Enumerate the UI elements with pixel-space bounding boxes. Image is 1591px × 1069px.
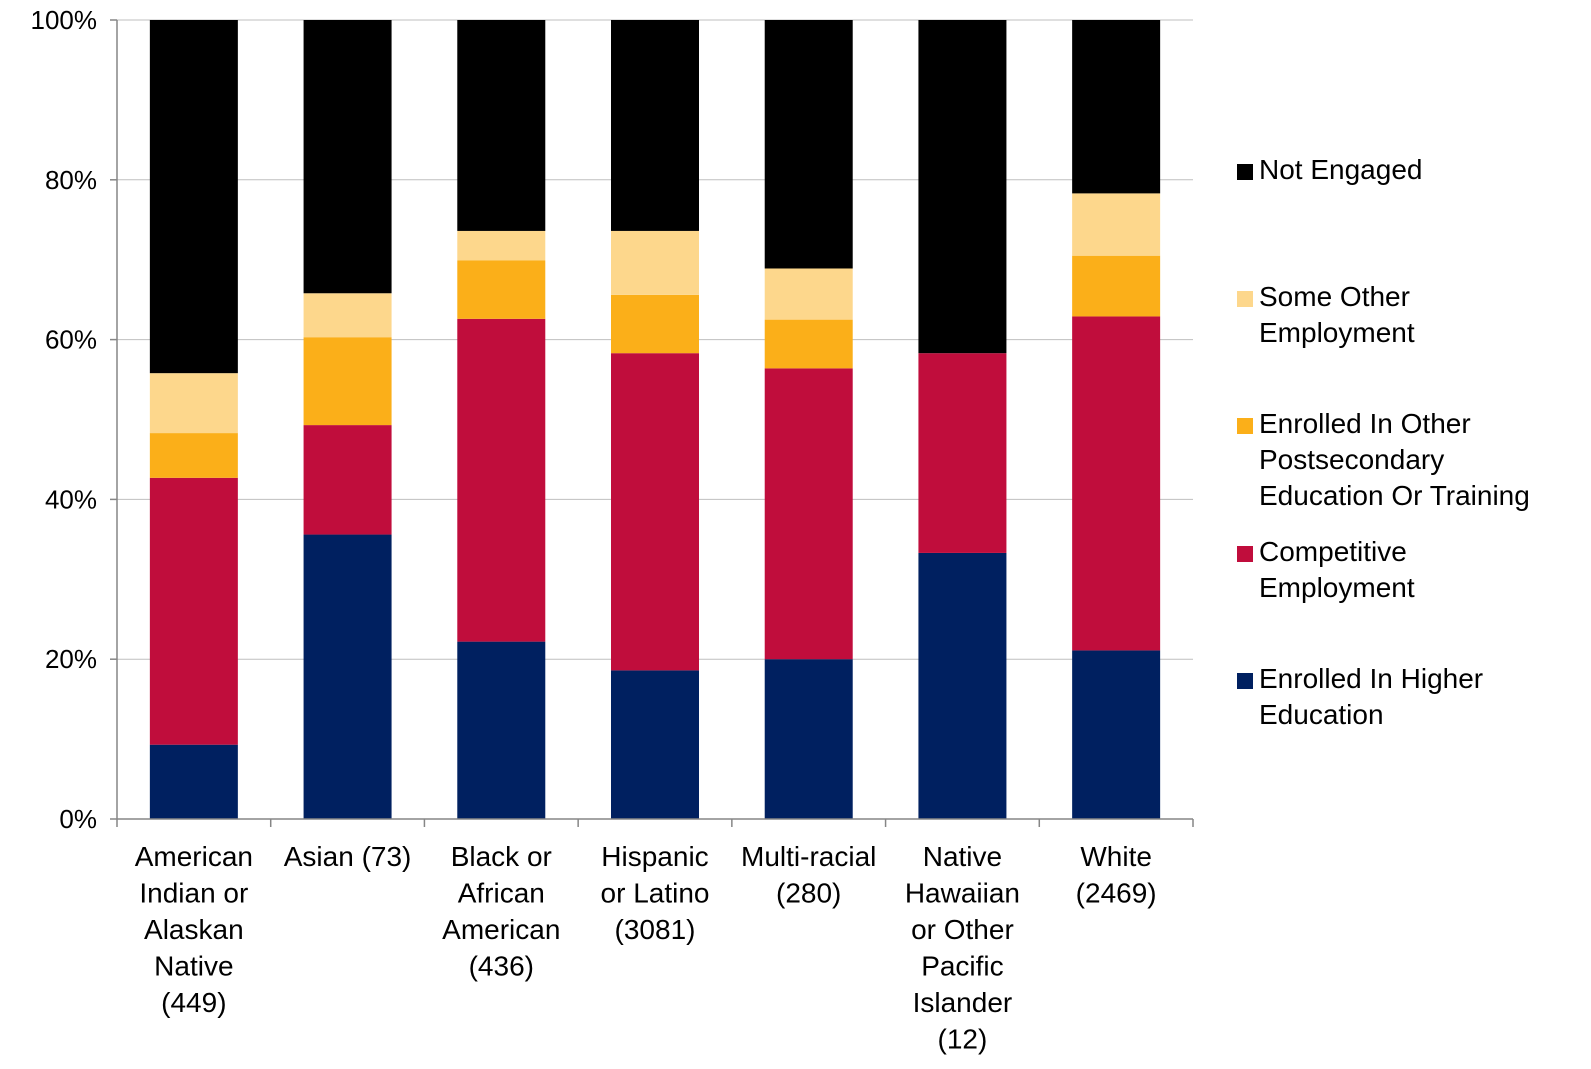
bar-segment bbox=[149, 433, 238, 478]
legend-item: Competitive Employment bbox=[1237, 534, 1415, 606]
bar-segment bbox=[918, 552, 1007, 819]
bar-segment bbox=[457, 318, 546, 642]
bar-segment bbox=[303, 534, 392, 819]
legend-item: Not Engaged bbox=[1237, 152, 1422, 188]
bar-segment bbox=[149, 744, 238, 819]
y-tick-label: 100% bbox=[31, 5, 98, 35]
y-tick-label: 40% bbox=[45, 484, 97, 514]
bar-segment bbox=[149, 477, 238, 745]
y-tick-label: 20% bbox=[45, 644, 97, 674]
x-category-label: Native Hawaiian or Other Pacific Islander (12… bbox=[905, 841, 1020, 1055]
bar-segment bbox=[764, 659, 853, 819]
legend-item: Enrolled In Other Postsecondary Educatio… bbox=[1237, 406, 1530, 514]
bar-segment bbox=[303, 20, 392, 294]
y-axis-tick-labels: 0% 20% 40% 60% 80% 100% bbox=[31, 5, 98, 834]
legend-item: Enrolled In Higher Education bbox=[1237, 661, 1483, 733]
y-tick-label: 80% bbox=[45, 165, 97, 195]
x-category-label: White (2469) bbox=[1076, 841, 1157, 909]
bars bbox=[149, 20, 1161, 819]
bar-segment bbox=[611, 294, 699, 354]
bar-segment bbox=[149, 20, 238, 374]
bar-segment bbox=[1072, 193, 1161, 256]
x-category-label: Black or African American (436) bbox=[442, 841, 560, 982]
bar-segment bbox=[149, 373, 238, 434]
bar-segment bbox=[303, 337, 392, 426]
bar-segment bbox=[1072, 20, 1161, 194]
bar-segment bbox=[764, 368, 853, 660]
legend-swatch bbox=[1237, 546, 1253, 562]
y-tick-label: 0% bbox=[59, 804, 97, 834]
bar-segment bbox=[611, 230, 699, 295]
y-tick-label: 60% bbox=[45, 325, 97, 355]
bar-segment bbox=[457, 260, 546, 319]
bar-segment bbox=[1072, 316, 1161, 651]
x-category-label: Asian (73) bbox=[284, 841, 412, 872]
legend-item: Some Other Employment bbox=[1237, 279, 1415, 351]
x-category-label: Multi-racial (280) bbox=[741, 841, 876, 909]
legend-label: Not Engaged bbox=[1259, 154, 1423, 185]
bar-segment bbox=[918, 353, 1007, 553]
bar-segment bbox=[457, 230, 546, 261]
bar-segment bbox=[457, 641, 546, 819]
legend-swatch bbox=[1237, 164, 1253, 180]
legend-label: Some Other Employment bbox=[1259, 281, 1415, 348]
x-axis-category-labels: American Indian or Alaskan Native (449) Asian… bbox=[135, 841, 1157, 1055]
bar-segment bbox=[611, 353, 699, 671]
bar-segment bbox=[303, 425, 392, 535]
legend-label: Enrolled In Other Postsecondary Educatio… bbox=[1259, 408, 1530, 511]
x-category-label: American Indian or Alaskan Native (449) bbox=[135, 841, 253, 1018]
bar-segment bbox=[303, 293, 392, 338]
legend-swatch bbox=[1237, 291, 1253, 307]
legend-label: Competitive Employment bbox=[1259, 536, 1415, 603]
legend: Not Engaged Some Other Employment Enrolled… bbox=[1237, 0, 1591, 1069]
axes bbox=[110, 19, 1194, 827]
bar-segment bbox=[1072, 650, 1161, 819]
bar-segment bbox=[611, 670, 699, 819]
bar-segment bbox=[457, 20, 546, 231]
bar-segment bbox=[764, 20, 853, 269]
bar-segment bbox=[918, 20, 1007, 354]
bar-segment bbox=[764, 268, 853, 320]
bar-segment bbox=[764, 319, 853, 369]
bar-segment bbox=[1072, 255, 1161, 317]
legend-swatch bbox=[1237, 673, 1253, 689]
x-category-label: Hispanic or Latino (3081) bbox=[601, 841, 710, 945]
legend-swatch bbox=[1237, 418, 1253, 434]
bar-segment bbox=[611, 20, 699, 231]
legend-label: Enrolled In Higher Education bbox=[1259, 663, 1484, 730]
